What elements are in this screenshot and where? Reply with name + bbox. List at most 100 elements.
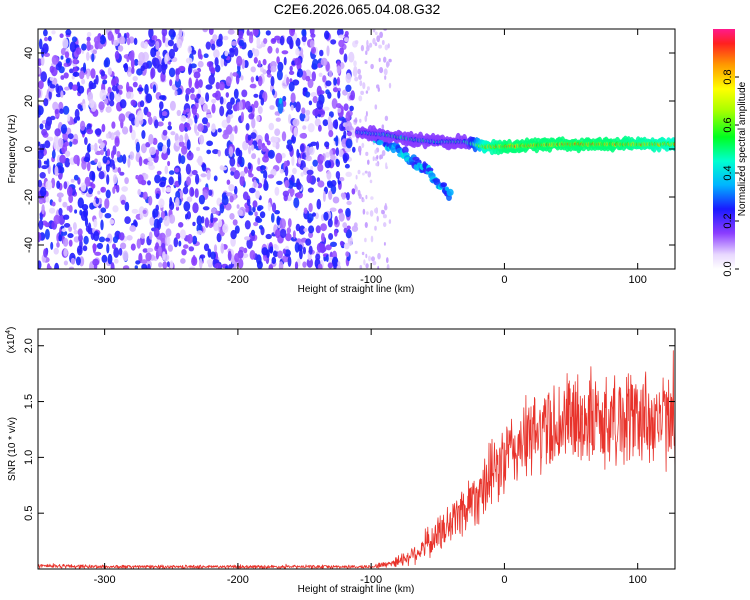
heatmap-noise-cell — [205, 92, 210, 102]
heatmap-noise-cell — [44, 36, 48, 42]
heatmap-noise-cell — [299, 112, 306, 122]
heatmap-noise-cell — [197, 155, 203, 166]
snr-x-ticks: -300 -200 -100 0 100 — [94, 329, 647, 586]
heatmap-noise-cell — [38, 232, 42, 243]
heatmap-noise-cell — [128, 51, 135, 62]
heatmap-noise-cell — [130, 243, 136, 251]
heatmap-noise-cell — [119, 232, 125, 241]
heatmap-noise-cell — [230, 236, 236, 247]
heatmap-noise-cell — [139, 100, 145, 108]
heatmap-noise-cell — [68, 226, 72, 232]
colorbar-gradient — [713, 29, 735, 269]
heatmap-noise-cell — [338, 34, 345, 39]
heatmap-noise-cell — [231, 40, 237, 46]
heatmap-faint-cell — [368, 255, 371, 262]
heatmap-noise-cell — [63, 248, 68, 257]
heatmap-noise-cell — [124, 201, 130, 212]
heatmap-noise-cell — [226, 109, 233, 115]
heatmap-noise-cell — [63, 223, 71, 228]
heatmap-faint-cell — [379, 31, 383, 38]
heatmap-noise-cell — [282, 248, 287, 255]
heatmap-faint-cell — [378, 44, 382, 49]
heatmap-noise-cell — [150, 67, 156, 79]
heatmap-noise-cell — [191, 49, 197, 55]
heatmap-noise-cell — [117, 45, 124, 52]
heatmap-noise-cell — [235, 73, 240, 85]
colorbar-tick-label: 0.2 — [722, 213, 734, 228]
heatmap-noise-cell — [336, 103, 342, 109]
heatmap-noise-cell — [253, 179, 257, 188]
heatmap-noise-cell — [112, 186, 116, 194]
heatmap-noise-cell — [140, 143, 147, 154]
heatmap-noise-cell — [289, 78, 293, 83]
heatmap-noise-cell — [59, 154, 66, 164]
heatmap-noise-cell — [60, 90, 64, 98]
heatmap-noise-cell — [274, 186, 280, 196]
heatmap-noise-cell — [320, 57, 328, 66]
heatmap-noise-cell — [122, 126, 129, 135]
heatmap-noise-cell — [51, 30, 56, 35]
heatmap-noise-cell — [344, 30, 349, 37]
heatmap-noise-cell — [77, 197, 85, 209]
heatmap-noise-cell — [349, 105, 354, 112]
heatmap-noise-cell — [319, 49, 324, 57]
heatmap-noise-cell — [253, 221, 259, 227]
heatmap-noise-cell — [107, 67, 113, 76]
heatmap-noise-cell — [71, 36, 78, 43]
heatmap-faint-cell — [384, 202, 387, 210]
heatmap-noise-cell — [229, 167, 237, 172]
heatmap-noise-cell — [300, 172, 304, 177]
heatmap-noise-cell — [207, 248, 212, 258]
heatmap-noise-cell — [222, 132, 229, 140]
heatmap-noise-cell — [251, 117, 256, 129]
heatmap-noise-cell — [109, 99, 115, 107]
heatmap-noise-cell — [97, 161, 102, 169]
heatmap-noise-cell — [281, 152, 286, 159]
y-tick-label: 40 — [23, 47, 35, 59]
heatmap-noise-cell — [163, 215, 170, 227]
heatmap-noise-cell — [286, 139, 293, 145]
heatmap-noise-cell — [187, 233, 193, 244]
heatmap-noise-cell — [308, 225, 315, 234]
heatmap-noise-cell — [162, 251, 166, 260]
heatmap-noise-cell — [255, 75, 259, 82]
heatmap-noise-cell — [195, 78, 199, 88]
heatmap-noise-cell — [47, 265, 52, 269]
heatmap-faint-cell — [357, 189, 361, 197]
heatmap-noise-cell — [44, 140, 51, 149]
snr-series-line — [38, 350, 675, 569]
heatmap-noise-cell — [208, 189, 213, 196]
heatmap-faint-cell — [359, 265, 363, 269]
heatmap-noise-cell — [200, 173, 207, 178]
heatmap-noise-cell — [104, 198, 110, 209]
heatmap-noise-cell — [251, 153, 257, 160]
heatmap-noise-cell — [260, 165, 266, 171]
heatmap-noise-cell — [161, 177, 167, 181]
heatmap-noise-cell — [257, 157, 261, 165]
heatmap-noise-cell — [221, 119, 228, 128]
heatmap-noise-cell — [141, 263, 148, 269]
heatmap-noise-cell — [114, 50, 120, 60]
heatmap-noise-cell — [54, 165, 59, 177]
heatmap-noise-cell — [301, 35, 307, 42]
heatmap-noise-cell — [133, 37, 138, 46]
heatmap-noise-cell — [345, 207, 351, 218]
heatmap-noise-cell — [122, 250, 129, 262]
heatmap-noise-cell — [72, 84, 78, 91]
heatmap-noise-cell — [73, 174, 79, 181]
heatmap-noise-cell — [296, 148, 300, 159]
heatmap-noise-cell — [170, 131, 176, 136]
heatmap-noise-cell — [111, 150, 115, 160]
multiplier-base: (x10 — [6, 333, 17, 353]
heatmap-noise-cell — [253, 100, 259, 109]
heatmap-noise-cell — [287, 144, 293, 152]
heatmap-faint-cell — [386, 264, 390, 269]
heatmap-noise-cell — [208, 29, 214, 35]
heatmap-noise-cell — [100, 186, 107, 193]
heatmap-noise-cell — [239, 171, 246, 177]
heatmap-faint-cell — [361, 251, 365, 256]
heatmap-noise-cell — [178, 141, 185, 147]
heatmap-noise-cell — [120, 199, 126, 205]
heatmap-noise-cell — [173, 237, 179, 248]
heatmap-noise-cell — [148, 116, 153, 125]
